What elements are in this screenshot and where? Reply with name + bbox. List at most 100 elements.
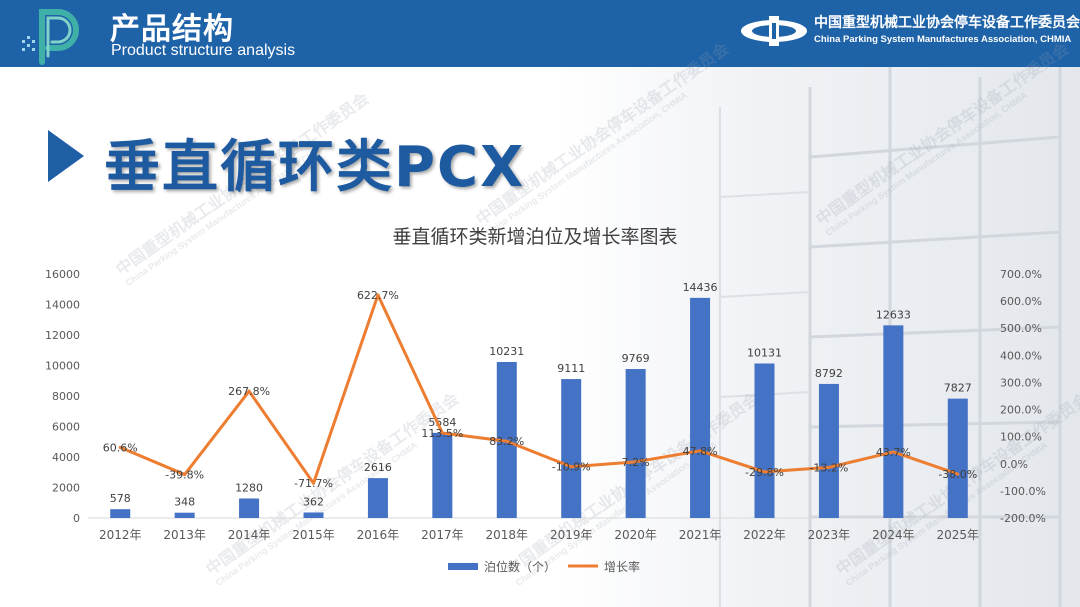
chart-title: 垂直循环类新增泊位及增长率图表 (392, 226, 677, 248)
x-tick-label: 2015年 (292, 528, 335, 542)
line-value-label: -29.8% (745, 466, 784, 479)
bar-2012年 (110, 509, 131, 518)
header-subtitle: Product structure analysis (111, 42, 296, 59)
line-value-label: 622.7% (357, 289, 399, 302)
association-name-en: China Parking System Manufactures Associ… (814, 34, 1072, 45)
line-value-label: -71.7% (294, 477, 333, 490)
x-tick-label: 2014年 (228, 528, 271, 542)
bar-value-label: 578 (110, 492, 131, 505)
growth-rate-point (827, 465, 831, 469)
association-logo-icon (741, 16, 807, 46)
y-left-tick-label: 12000 (45, 329, 80, 342)
bar-value-label: 8792 (815, 367, 843, 380)
growth-rate-point (891, 450, 895, 454)
x-tick-label: 2021年 (679, 528, 722, 542)
growth-rate-point (183, 473, 187, 477)
bar-value-label: 14436 (683, 281, 718, 294)
bar-2019年 (561, 379, 582, 518)
x-tick-label: 2016年 (357, 528, 400, 542)
bar-2013年 (174, 512, 195, 518)
play-triangle-icon (48, 130, 84, 182)
y-left-tick-label: 4000 (52, 451, 80, 464)
legend-line-label: 增长率 (604, 559, 640, 574)
line-value-label: -13.2% (809, 461, 848, 474)
x-tick-label: 2019年 (550, 528, 593, 542)
y-right-tick-label: -200.0% (1000, 512, 1046, 525)
x-tick-label: 2017年 (421, 528, 464, 542)
growth-rate-point (376, 293, 380, 297)
bar-value-label: 2616 (364, 461, 392, 474)
x-tick-label: 2013年 (163, 528, 206, 542)
y-left-tick-label: 14000 (45, 299, 80, 312)
growth-rate-line (119, 293, 959, 485)
growth-rate-point (118, 445, 122, 449)
y-left-tick-label: 0 (73, 512, 80, 525)
x-tick-label: 2020年 (614, 528, 657, 542)
bar-2017年 (432, 432, 453, 518)
bar-value-label: 1280 (235, 481, 263, 494)
growth-rate-point (440, 431, 444, 435)
bar-value-label: 348 (174, 496, 195, 509)
y-right-tick-label: 500.0% (1000, 322, 1042, 335)
growth-rate-point (312, 481, 315, 485)
bar-2016年 (367, 478, 388, 518)
y-left-tick-label: 2000 (52, 482, 80, 495)
bar-value-label: 9769 (622, 352, 650, 365)
line-value-label: -10.9% (552, 461, 591, 474)
bar-2020年 (625, 369, 646, 518)
line-value-label: -38.0% (938, 468, 977, 481)
line-value-label: 43.7% (876, 446, 911, 459)
line-value-label: -39.8% (165, 469, 204, 482)
y-left-tick-label: 10000 (45, 360, 80, 373)
bar-2021年 (690, 297, 711, 518)
growth-rate-point (505, 439, 509, 443)
growth-rate-point (956, 472, 960, 476)
association-name-cn: 中国重型机械工业协会停车设备工作委员会 (814, 15, 1080, 31)
bar-value-label: 362 (303, 495, 324, 508)
growth-rate-point (698, 449, 702, 453)
y-right-tick-label: 0.0% (1000, 458, 1028, 471)
p-logo-icon (22, 9, 79, 65)
bar-2024年 (883, 325, 904, 518)
y-right-tick-label: 400.0% (1000, 349, 1042, 362)
line-value-label: 47.8% (683, 445, 718, 458)
bar-2025年 (947, 398, 968, 518)
y-right-tick-label: -100.0% (1000, 485, 1046, 498)
y-right-tick-label: 700.0% (1000, 268, 1042, 281)
y-left-tick-label: 8000 (52, 390, 80, 403)
y-right-tick-label: 300.0% (1000, 376, 1042, 389)
bar-value-label: 12633 (876, 308, 911, 321)
growth-rate-point (634, 460, 638, 464)
y-left-tick-label: 16000 (45, 268, 80, 281)
header-title: 产品结构 (110, 12, 234, 47)
legend-bar-swatch (448, 563, 478, 570)
line-value-label: 267.8% (228, 385, 270, 398)
bar-2022年 (754, 363, 775, 518)
x-tick-label: 2018年 (486, 528, 529, 542)
line-value-label: 83.2% (489, 435, 524, 448)
y-left-tick-label: 6000 (52, 421, 80, 434)
bar-2023年 (818, 383, 839, 518)
growth-rate-point (763, 470, 766, 474)
bar-value-label: 9111 (557, 362, 585, 375)
x-tick-label: 2024年 (872, 528, 915, 542)
bar-value-label: 10231 (489, 345, 524, 358)
y-right-tick-label: 200.0% (1000, 404, 1042, 417)
x-tick-label: 2023年 (808, 528, 851, 542)
bar-2014年 (239, 498, 260, 518)
growth-rate-point (247, 389, 251, 393)
bar-value-label: 7827 (944, 382, 972, 395)
x-tick-label: 2022年 (743, 528, 786, 542)
growth-rate-point (569, 465, 573, 469)
line-value-label: 7.2% (622, 456, 650, 469)
y-right-tick-label: 100.0% (1000, 431, 1042, 444)
header-bar: 产品结构 Product structure analysis 中国重型机械工业… (0, 0, 1080, 67)
section-title: 垂直循环类PCX (104, 135, 526, 200)
legend-bar-label: 泊位数（个） (484, 559, 556, 574)
line-value-label: 113.5% (421, 427, 463, 440)
bar-2015年 (303, 512, 324, 518)
x-tick-label: 2025年 (937, 528, 980, 542)
bar-value-label: 10131 (747, 347, 782, 360)
x-tick-label: 2012年 (99, 528, 142, 542)
